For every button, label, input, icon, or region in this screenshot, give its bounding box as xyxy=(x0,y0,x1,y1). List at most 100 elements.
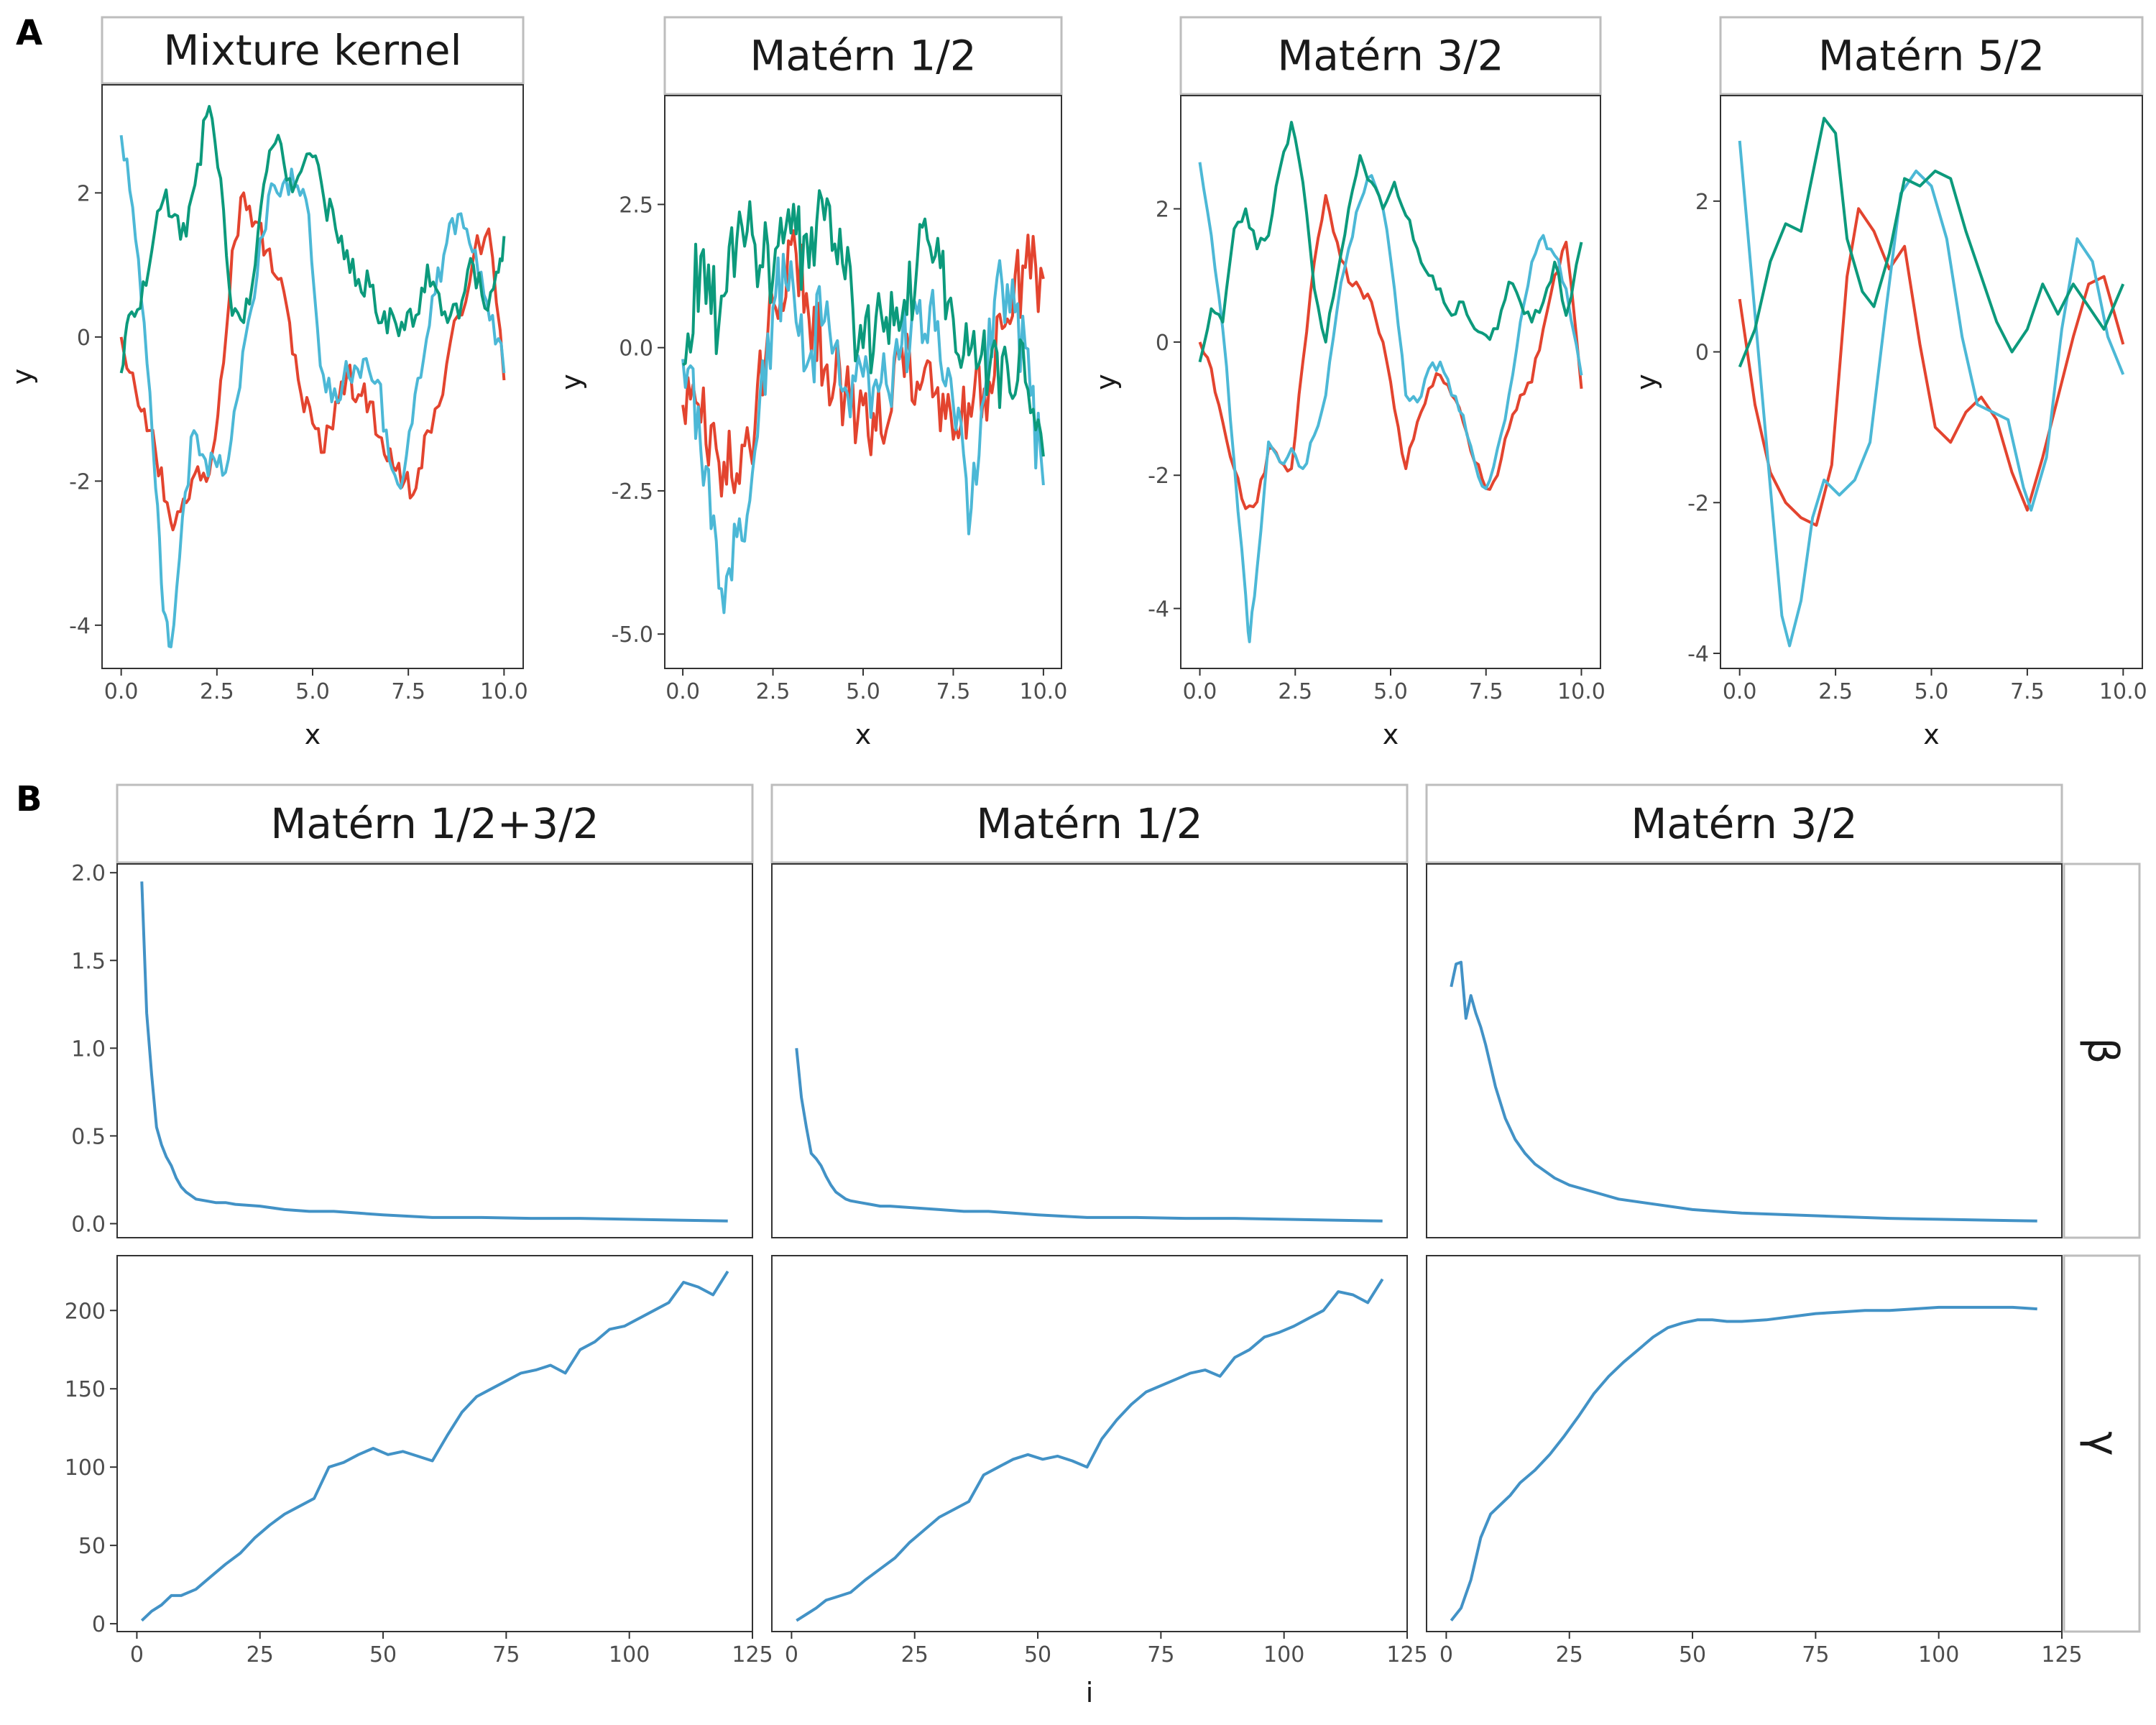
y-tick-label: 1.0 xyxy=(71,1036,106,1062)
plot-panel xyxy=(116,1255,753,1632)
x-tick-label: 10.0 xyxy=(2099,679,2147,704)
series-line-cyan xyxy=(119,134,506,648)
x-tick-label: 7.5 xyxy=(936,679,971,704)
x-tick-label: 25 xyxy=(1556,1642,1583,1668)
y-tick-label: -2 xyxy=(1148,464,1169,489)
series-line-teal xyxy=(682,189,1045,457)
y-tick-label: 200 xyxy=(65,1299,106,1324)
x-tick-label: 25 xyxy=(901,1642,929,1668)
x-tick-label: 0.0 xyxy=(665,679,700,704)
plot-panel xyxy=(771,863,1408,1238)
facet-title: Matérn 1/2 xyxy=(750,32,976,80)
series-line-red xyxy=(119,191,506,532)
x-tick-label: 0.0 xyxy=(1723,679,1757,704)
series-line-teal xyxy=(1198,121,1583,363)
facet-strip xyxy=(663,16,1063,96)
row-strip xyxy=(2063,1254,2141,1633)
y-tick-label: 0.0 xyxy=(619,336,653,362)
x-tick-label: 25 xyxy=(247,1642,274,1668)
row-strip xyxy=(2063,862,2141,1239)
chart-3: Matérn 3/2 0.0 2.5 5.0 7.5 10.0 -4 -2 0 2 x y xyxy=(1090,16,1606,750)
y-tick-label: 1.5 xyxy=(71,949,106,974)
y-tick-label: -5.0 xyxy=(611,622,653,648)
y-tick-label: -2.5 xyxy=(611,479,653,505)
x-tick-label: 100 xyxy=(609,1642,650,1668)
x-tick-label: 5.0 xyxy=(1373,679,1408,704)
x-axis-title: x xyxy=(1383,719,1399,750)
x-tick-label: 125 xyxy=(732,1642,773,1668)
panel-b-tag: B xyxy=(16,779,42,819)
chart-1: Mixture kernel 0.0 2.5 5.0 7.5 10.0 -4 -2 0 2 x y xyxy=(6,16,528,750)
series-line-blue xyxy=(795,1048,1383,1223)
series-line-blue xyxy=(1450,960,2037,1223)
series-line-red xyxy=(1738,207,2125,527)
chart-5: Matérn 1/2+3/2 0.0 0.5 1.0 1.5 2.0 xyxy=(71,783,754,1238)
y-tick-label: -2 xyxy=(1687,491,1709,516)
y-tick-label: 2.0 xyxy=(71,861,106,886)
x-tick-label: 10.0 xyxy=(1557,679,1606,704)
x-axis-title: x xyxy=(855,719,872,750)
x-tick-label: 0.0 xyxy=(1183,679,1217,704)
plot-panel xyxy=(771,1255,1408,1632)
facet-title: Matérn 5/2 xyxy=(1818,32,2045,80)
series-line-red xyxy=(1198,194,1583,510)
x-tick-label: 5.0 xyxy=(1915,679,1949,704)
x-tick-label: 7.5 xyxy=(391,679,425,704)
facet-strip xyxy=(1179,16,1602,96)
chart-9: 0 25 50 75 100 125 xyxy=(771,1255,1428,1668)
y-tick-label: -4 xyxy=(69,614,91,639)
x-tick-label: 10.0 xyxy=(1020,679,1068,704)
y-tick-label: -4 xyxy=(1148,597,1169,622)
y-tick-label: 150 xyxy=(65,1377,106,1402)
x-tick-label: 5.0 xyxy=(295,679,330,704)
x-tick-label: 100 xyxy=(1918,1642,1959,1668)
chart-7: Matérn 3/2 β xyxy=(1425,783,2141,1239)
x-tick-label: 75 xyxy=(492,1642,520,1668)
x-tick-label: 7.5 xyxy=(1469,679,1503,704)
facet-strip xyxy=(1425,783,2063,864)
x-tick-label: 10.0 xyxy=(480,679,528,704)
series-line-blue xyxy=(140,1270,729,1622)
row-label: β xyxy=(2079,1037,2128,1064)
facet-strip xyxy=(101,16,525,85)
series-line-blue xyxy=(140,881,728,1223)
x-tick-label: 0 xyxy=(130,1642,144,1668)
y-tick-label: 50 xyxy=(78,1534,106,1559)
y-tick-label: 0 xyxy=(1695,341,1709,366)
y-axis-title: y xyxy=(6,369,38,385)
y-tick-label: 100 xyxy=(65,1455,106,1481)
chart-8: 0 25 50 75 100 125 0 50 100 150 200 xyxy=(65,1255,773,1668)
y-tick-label: 2 xyxy=(1695,190,1709,215)
series-line-blue xyxy=(796,1278,1384,1622)
facet-title: Matérn 1/2+3/2 xyxy=(270,799,599,848)
y-tick-label: 2.5 xyxy=(619,193,653,218)
series-line-teal xyxy=(119,105,506,374)
series-line-teal xyxy=(1738,116,2125,368)
series-line-cyan xyxy=(1738,140,2125,648)
plot-panel xyxy=(116,863,753,1238)
series-line-cyan xyxy=(681,252,1045,615)
y-axis-title: y xyxy=(1631,374,1662,390)
facet-title: Mixture kernel xyxy=(163,26,461,75)
y-axis-title: y xyxy=(556,374,587,390)
facet-strip xyxy=(770,783,1409,864)
x-tick-label: 0.0 xyxy=(104,679,139,704)
row-label: γ xyxy=(2079,1431,2128,1455)
facet-title: Matérn 1/2 xyxy=(976,799,1202,848)
facet-strip xyxy=(1719,16,2144,96)
y-tick-label: 0 xyxy=(77,326,91,351)
y-tick-label: 2 xyxy=(1156,198,1169,223)
chart-4: Matérn 5/2 0.0 2.5 5.0 7.5 10.0 -4 -2 0 2 x y xyxy=(1631,16,2147,750)
x-tick-label: 5.0 xyxy=(846,679,880,704)
x-tick-label: 7.5 xyxy=(2010,679,2045,704)
x-tick-label: 100 xyxy=(1263,1642,1304,1668)
x-tick-label: 125 xyxy=(2041,1642,2082,1668)
y-tick-label: 0 xyxy=(1156,331,1169,356)
y-axis-title: y xyxy=(1090,374,1122,390)
x-tick-label: 2.5 xyxy=(756,679,791,704)
x-tick-label: 125 xyxy=(1386,1642,1427,1668)
series-line-blue xyxy=(1450,1305,2037,1622)
plot-panel xyxy=(1426,1255,2063,1632)
panel-a-tag: A xyxy=(16,13,42,53)
y-tick-label: -4 xyxy=(1687,642,1709,667)
